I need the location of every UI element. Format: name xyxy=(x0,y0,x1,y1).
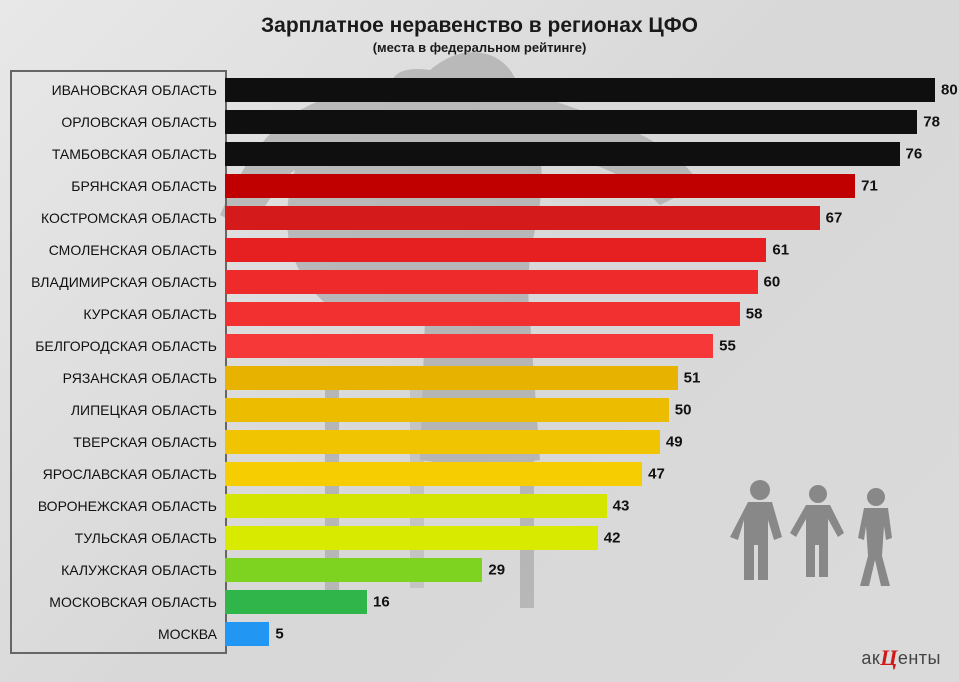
bar-cell: 61 xyxy=(225,234,935,266)
bar: 47 xyxy=(225,462,642,486)
bar-label: ОРЛОВСКАЯ ОБЛАСТЬ xyxy=(10,114,225,130)
bar-label: ЯРОСЛАВСКАЯ ОБЛАСТЬ xyxy=(10,466,225,482)
bar-label: БЕЛГОРОДСКАЯ ОБЛАСТЬ xyxy=(10,338,225,354)
bar-label: БРЯНСКАЯ ОБЛАСТЬ xyxy=(10,178,225,194)
bar: 71 xyxy=(225,174,855,198)
bar-value: 58 xyxy=(746,306,763,323)
bar-cell: 51 xyxy=(225,362,935,394)
chart-titles: Зарплатное неравенство в регионах ЦФО (м… xyxy=(0,0,959,55)
bar: 51 xyxy=(225,366,678,390)
chart-row: ВЛАДИМИРСКАЯ ОБЛАСТЬ60 xyxy=(10,266,935,298)
bar: 5 xyxy=(225,622,269,646)
chart-row: ЯРОСЛАВСКАЯ ОБЛАСТЬ47 xyxy=(10,458,935,490)
bar-value: 43 xyxy=(613,498,630,515)
bar-label: МОСКВА xyxy=(10,626,225,642)
bar-label: КАЛУЖСКАЯ ОБЛАСТЬ xyxy=(10,562,225,578)
bar-label: ИВАНОВСКАЯ ОБЛАСТЬ xyxy=(10,82,225,98)
bar-cell: 5 xyxy=(225,618,935,650)
logo: акЦенты xyxy=(861,644,941,670)
bar-cell: 78 xyxy=(225,106,935,138)
bar-value: 49 xyxy=(666,434,683,451)
chart-row: КОСТРОМСКАЯ ОБЛАСТЬ67 xyxy=(10,202,935,234)
bar-label: ЛИПЕЦКАЯ ОБЛАСТЬ xyxy=(10,402,225,418)
chart-title: Зарплатное неравенство в регионах ЦФО xyxy=(0,14,959,38)
bar-value: 47 xyxy=(648,466,665,483)
chart-row: ВОРОНЕЖСКАЯ ОБЛАСТЬ43 xyxy=(10,490,935,522)
chart-row: РЯЗАНСКАЯ ОБЛАСТЬ51 xyxy=(10,362,935,394)
bar: 29 xyxy=(225,558,482,582)
chart-row: ТАМБОВСКАЯ ОБЛАСТЬ76 xyxy=(10,138,935,170)
bar: 50 xyxy=(225,398,669,422)
bar-value: 51 xyxy=(684,370,701,387)
bar-cell: 47 xyxy=(225,458,935,490)
chart-row: КАЛУЖСКАЯ ОБЛАСТЬ29 xyxy=(10,554,935,586)
chart-row: ТВЕРСКАЯ ОБЛАСТЬ49 xyxy=(10,426,935,458)
bar-label: РЯЗАНСКАЯ ОБЛАСТЬ xyxy=(10,370,225,386)
logo-accent: Ц xyxy=(880,645,898,670)
chart-row: ОРЛОВСКАЯ ОБЛАСТЬ78 xyxy=(10,106,935,138)
bar-value: 60 xyxy=(764,274,781,291)
bar-cell: 49 xyxy=(225,426,935,458)
bar-cell: 29 xyxy=(225,554,935,586)
bar-cell: 42 xyxy=(225,522,935,554)
bar: 61 xyxy=(225,238,766,262)
chart-row: МОСКОВСКАЯ ОБЛАСТЬ16 xyxy=(10,586,935,618)
bar-label: КУРСКАЯ ОБЛАСТЬ xyxy=(10,306,225,322)
bar-value: 55 xyxy=(719,338,736,355)
chart-row: БЕЛГОРОДСКАЯ ОБЛАСТЬ55 xyxy=(10,330,935,362)
bar-value: 76 xyxy=(906,146,923,163)
chart-row: ИВАНОВСКАЯ ОБЛАСТЬ80 xyxy=(10,74,935,106)
bar: 78 xyxy=(225,110,917,134)
bar-cell: 60 xyxy=(225,266,935,298)
bar-label: МОСКОВСКАЯ ОБЛАСТЬ xyxy=(10,594,225,610)
bar-cell: 71 xyxy=(225,170,935,202)
bar-value: 61 xyxy=(772,242,789,259)
bar-value: 29 xyxy=(488,562,505,579)
bar-cell: 16 xyxy=(225,586,935,618)
bar-value: 42 xyxy=(604,530,621,547)
bar: 76 xyxy=(225,142,900,166)
bar-value: 50 xyxy=(675,402,692,419)
bar: 58 xyxy=(225,302,740,326)
bar-value: 78 xyxy=(923,114,940,131)
bar: 16 xyxy=(225,590,367,614)
bar-label: КОСТРОМСКАЯ ОБЛАСТЬ xyxy=(10,210,225,226)
logo-suffix: енты xyxy=(898,648,941,668)
chart-row: ТУЛЬСКАЯ ОБЛАСТЬ42 xyxy=(10,522,935,554)
chart-row: ЛИПЕЦКАЯ ОБЛАСТЬ50 xyxy=(10,394,935,426)
bar: 42 xyxy=(225,526,598,550)
chart-row: МОСКВА5 xyxy=(10,618,935,650)
bar-label: ТВЕРСКАЯ ОБЛАСТЬ xyxy=(10,434,225,450)
bar: 49 xyxy=(225,430,660,454)
bar-value: 80 xyxy=(941,82,958,99)
logo-prefix: ак xyxy=(861,648,880,668)
bar-chart: ИВАНОВСКАЯ ОБЛАСТЬ80ОРЛОВСКАЯ ОБЛАСТЬ78Т… xyxy=(10,74,935,652)
bar: 55 xyxy=(225,334,713,358)
chart-row: КУРСКАЯ ОБЛАСТЬ58 xyxy=(10,298,935,330)
bar-label: ТУЛЬСКАЯ ОБЛАСТЬ xyxy=(10,530,225,546)
bar-label: СМОЛЕНСКАЯ ОБЛАСТЬ xyxy=(10,242,225,258)
bar-cell: 43 xyxy=(225,490,935,522)
bar-label: ВЛАДИМИРСКАЯ ОБЛАСТЬ xyxy=(10,274,225,290)
bar-value: 5 xyxy=(275,626,283,643)
bar-value: 71 xyxy=(861,178,878,195)
bar-cell: 50 xyxy=(225,394,935,426)
bar-cell: 76 xyxy=(225,138,935,170)
bar-value: 16 xyxy=(373,594,390,611)
bar-cell: 67 xyxy=(225,202,935,234)
bar-label: ТАМБОВСКАЯ ОБЛАСТЬ xyxy=(10,146,225,162)
chart-row: БРЯНСКАЯ ОБЛАСТЬ71 xyxy=(10,170,935,202)
bar-cell: 55 xyxy=(225,330,935,362)
bar: 43 xyxy=(225,494,607,518)
bar: 67 xyxy=(225,206,820,230)
bar-value: 67 xyxy=(826,210,843,227)
bar-cell: 58 xyxy=(225,298,935,330)
bar: 80 xyxy=(225,78,935,102)
chart-subtitle: (места в федеральном рейтинге) xyxy=(0,40,959,55)
bar-cell: 80 xyxy=(225,74,935,106)
chart-row: СМОЛЕНСКАЯ ОБЛАСТЬ61 xyxy=(10,234,935,266)
bar-label: ВОРОНЕЖСКАЯ ОБЛАСТЬ xyxy=(10,498,225,514)
bar: 60 xyxy=(225,270,758,294)
